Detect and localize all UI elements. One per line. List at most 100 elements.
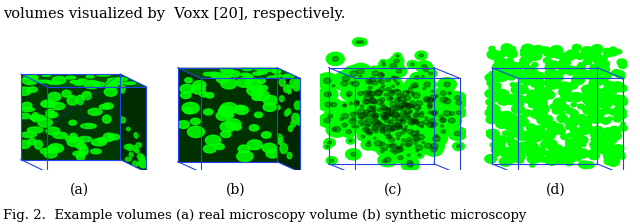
Circle shape [407,154,410,156]
Circle shape [386,125,394,130]
Ellipse shape [134,133,138,138]
Circle shape [378,80,381,82]
Circle shape [428,111,432,114]
Circle shape [387,142,409,158]
Circle shape [332,128,337,131]
Circle shape [407,160,413,165]
Circle shape [557,128,565,134]
Circle shape [372,69,390,82]
Circle shape [553,74,563,82]
Circle shape [381,75,395,85]
Circle shape [396,114,411,125]
Circle shape [504,67,516,75]
Circle shape [448,118,455,123]
Circle shape [612,150,622,157]
Circle shape [566,142,570,146]
Circle shape [404,126,424,141]
Circle shape [565,159,573,166]
Circle shape [508,75,515,80]
Circle shape [361,125,378,137]
Circle shape [418,123,426,130]
Circle shape [509,155,517,160]
Circle shape [451,97,467,109]
Circle shape [355,125,359,128]
Circle shape [532,102,543,109]
Circle shape [581,125,593,134]
Circle shape [427,103,431,106]
Circle shape [388,122,392,124]
Circle shape [383,112,389,116]
PathPatch shape [21,74,120,159]
Circle shape [381,103,385,106]
Circle shape [529,110,540,118]
Circle shape [423,87,426,90]
Circle shape [367,122,383,133]
Circle shape [410,73,424,83]
Circle shape [351,125,355,128]
Circle shape [409,110,412,113]
Circle shape [604,74,611,79]
Circle shape [356,123,376,137]
Circle shape [440,125,444,127]
Circle shape [531,150,536,154]
Circle shape [498,142,504,147]
Ellipse shape [108,78,120,81]
Circle shape [344,93,353,99]
Circle shape [335,71,356,86]
Circle shape [366,123,383,135]
Circle shape [421,65,427,69]
Circle shape [536,104,549,114]
Circle shape [532,110,545,119]
Ellipse shape [87,82,99,84]
Circle shape [518,79,524,83]
Circle shape [376,139,390,149]
Circle shape [364,112,368,116]
Circle shape [378,73,385,78]
Circle shape [374,108,394,122]
Circle shape [594,67,600,72]
Ellipse shape [285,110,289,116]
Ellipse shape [263,103,276,111]
Circle shape [401,125,419,138]
Circle shape [433,136,440,142]
Circle shape [435,95,438,97]
Circle shape [378,72,386,78]
Circle shape [330,83,337,89]
Circle shape [550,46,563,55]
Circle shape [565,152,576,160]
Circle shape [424,143,443,156]
Circle shape [373,114,379,118]
Circle shape [394,143,405,152]
Circle shape [492,82,501,89]
Circle shape [606,84,619,94]
Circle shape [361,118,370,124]
Ellipse shape [238,145,250,153]
Circle shape [379,109,394,120]
Circle shape [586,86,592,91]
Circle shape [510,125,523,135]
Circle shape [535,55,540,58]
Circle shape [367,77,383,89]
Circle shape [355,101,360,104]
Circle shape [372,100,376,104]
Ellipse shape [220,103,237,114]
Ellipse shape [294,101,301,110]
Circle shape [401,98,410,104]
Circle shape [343,104,347,106]
Ellipse shape [180,92,191,99]
Circle shape [397,107,417,122]
Circle shape [364,114,385,130]
Circle shape [394,104,401,110]
Circle shape [410,96,429,110]
Circle shape [567,134,572,137]
Circle shape [541,141,550,148]
Circle shape [390,129,394,131]
Circle shape [378,153,397,167]
Circle shape [418,78,436,91]
Circle shape [545,64,556,71]
Circle shape [373,119,380,124]
Circle shape [372,113,379,118]
Circle shape [495,116,505,123]
Circle shape [365,123,369,127]
Circle shape [589,83,594,87]
